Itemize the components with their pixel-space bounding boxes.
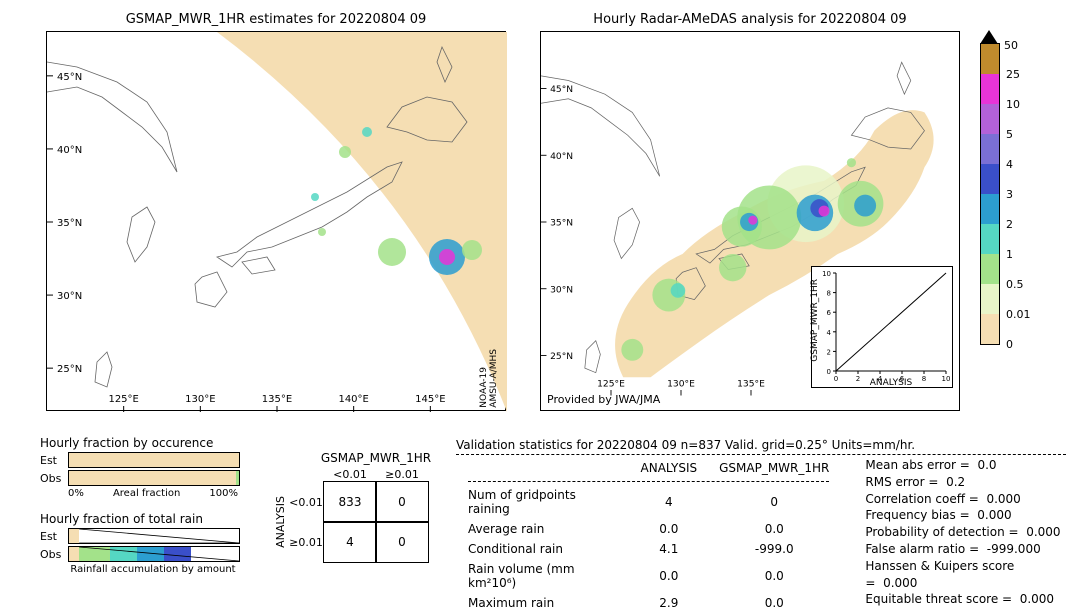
- svg-text:45°N: 45°N: [57, 72, 82, 83]
- coastline-korea: [127, 207, 155, 262]
- svg-text:25°N: 25°N: [550, 352, 573, 362]
- gsmap-title: GSMAP_MWR_1HR estimates for 20220804 09: [46, 12, 506, 27]
- stat-metric: Correlation coeff = 0.000: [865, 491, 1066, 508]
- svg-text:ANALYSIS: ANALYSIS: [870, 378, 913, 387]
- occurrence-row: Est: [40, 452, 240, 468]
- gsmap-panel: GSMAP_MWR_1HR estimates for 20220804 09 …: [46, 12, 506, 411]
- totalrain-row: Obs: [40, 546, 240, 562]
- totalrain-row: Est: [40, 528, 240, 544]
- satellite-tag: NOAA-19AMSU-A/MHS: [479, 349, 519, 410]
- scatter-svg: 0246810 0246810 ANALYSIS: [812, 267, 952, 387]
- svg-text:125°E: 125°E: [597, 379, 625, 389]
- swath: [217, 32, 507, 412]
- colorbar-arrow-icon: [980, 30, 998, 44]
- svg-text:140°E: 140°E: [338, 394, 368, 405]
- table-row: Num of gridpoints raining40: [458, 486, 839, 518]
- ct-cell: 4: [323, 521, 377, 563]
- stat-metric: Probability of detection = 0.000: [865, 524, 1066, 541]
- stat-metric: Hanssen & Kuipers score = 0.000: [865, 558, 1066, 592]
- table-row: Average rain0.00.0: [458, 520, 839, 538]
- provider: Provided by JWA/JMA: [547, 393, 660, 406]
- ct-cell: 0: [375, 521, 429, 563]
- svg-text:2: 2: [827, 348, 831, 356]
- stat-metric: Mean abs error = 0.0: [865, 457, 1066, 474]
- table-row: Maximum rain2.90.0: [458, 594, 839, 612]
- gsmap-yticks: 25°N 30°N 35°N 40°N 45°N: [47, 72, 82, 375]
- svg-text:35°N: 35°N: [57, 218, 82, 229]
- table-row: Rain volume (mm km²10⁶)0.00.0: [458, 560, 839, 592]
- svg-text:30°N: 30°N: [550, 285, 573, 295]
- gsmap-svg: 25°N 30°N 35°N 40°N 45°N 125°E 130°E 135°E 140°…: [47, 32, 507, 412]
- gsmap-map: 25°N 30°N 35°N 40°N 45°N 125°E 130°E 135°E 140°…: [46, 31, 506, 411]
- svg-text:10: 10: [822, 270, 831, 278]
- radar-yticks: 25°N 30°N 35°N 40°N 45°N: [541, 85, 573, 362]
- stat-metric: RMS error = 0.2: [865, 474, 1066, 491]
- inset-ylabel: GSMAP_MWR_1HR: [810, 279, 820, 362]
- ct-cell: 833: [323, 481, 377, 523]
- radar-panel: Hourly Radar-AMeDAS analysis for 2022080…: [540, 12, 960, 411]
- svg-text:45°N: 45°N: [550, 85, 573, 95]
- svg-text:40°N: 40°N: [57, 145, 82, 156]
- occurrence-row: Obs: [40, 470, 240, 486]
- colorbar: 50 2510543210.50.010: [980, 30, 1031, 344]
- svg-text:135°E: 135°E: [262, 394, 292, 405]
- svg-text:6: 6: [827, 309, 832, 317]
- coastline-kyushu: [195, 272, 227, 307]
- svg-text:8: 8: [827, 290, 831, 298]
- svg-text:0: 0: [827, 368, 831, 376]
- svg-text:40°N: 40°N: [550, 152, 573, 162]
- stats-table: ANALYSIS GSMAP_MWR_1HR Num of gridpoints…: [456, 457, 841, 614]
- svg-text:130°E: 130°E: [185, 394, 215, 405]
- svg-text:0: 0: [834, 375, 838, 383]
- stat-metric: Equitable threat score = 0.000: [865, 591, 1066, 608]
- hourly-occurrence: Hourly fraction by occurence Est Obs 0% …: [40, 436, 240, 499]
- ct-cell: 0: [375, 481, 429, 523]
- stat-metric: False alarm ratio = -999.000: [865, 541, 1066, 558]
- svg-text:8: 8: [922, 375, 926, 383]
- scatter-inset: 0246810 0246810 ANALYSIS GSMAP_MWR_1HR: [811, 266, 953, 388]
- coastline-shikoku: [242, 257, 275, 274]
- radar-title: Hourly Radar-AMeDAS analysis for 2022080…: [540, 12, 960, 27]
- svg-text:145°E: 145°E: [415, 394, 445, 405]
- stat-metric: Frequency bias = 0.000: [865, 507, 1066, 524]
- hourly-total-rain: Hourly fraction of total rain Est Obs: [40, 512, 240, 575]
- validation-stats: Validation statistics for 20220804 09 n=…: [456, 438, 1066, 614]
- svg-text:4: 4: [827, 329, 832, 337]
- svg-text:25°N: 25°N: [57, 364, 82, 375]
- radar-map: 25°N 30°N 35°N 40°N 45°N 125°E 130°E 135°E 0 2 4…: [540, 31, 960, 411]
- gsmap-xticks: 125°E 130°E 135°E 140°E 145°E: [108, 394, 445, 412]
- svg-text:2: 2: [856, 375, 860, 383]
- contingency-table: GSMAP_MWR_1HR ANALYSIS <0.01 ≥0.01 <0.01…: [272, 450, 428, 562]
- svg-text:35°N: 35°N: [550, 219, 573, 229]
- svg-text:135°E: 135°E: [737, 379, 765, 389]
- svg-text:10: 10: [942, 375, 951, 383]
- table-row: Conditional rain4.1-999.0: [458, 540, 839, 558]
- svg-text:30°N: 30°N: [57, 291, 82, 302]
- svg-text:130°E: 130°E: [667, 379, 695, 389]
- svg-text:125°E: 125°E: [108, 394, 138, 405]
- coastline-taiwan: [95, 352, 112, 387]
